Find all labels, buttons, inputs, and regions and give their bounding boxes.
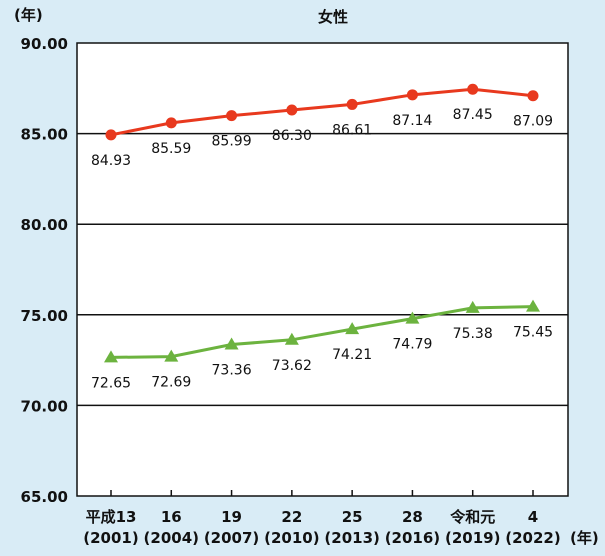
data-label: 86.30 — [272, 128, 312, 144]
data-point — [346, 98, 358, 110]
data-point — [406, 89, 418, 101]
y-tick-label: 90.00 — [21, 35, 68, 53]
y-tick-label: 70.00 — [21, 397, 68, 415]
data-label: 74.79 — [392, 337, 432, 353]
data-point — [345, 322, 360, 335]
data-point — [164, 349, 179, 362]
data-label: 84.93 — [91, 153, 131, 169]
data-label: 74.21 — [332, 347, 372, 363]
data-label: 87.09 — [513, 114, 553, 130]
data-point — [284, 332, 299, 345]
y-tick-label: 65.00 — [21, 488, 68, 506]
data-label: 75.45 — [513, 325, 553, 341]
data-point — [104, 350, 118, 363]
plot-area — [76, 42, 569, 497]
y-tick-label: 85.00 — [21, 126, 68, 144]
x-tick-label: 19 — [221, 508, 242, 526]
x-tick-year-label: (2004) — [144, 529, 199, 547]
series-line-1 — [110, 87, 534, 137]
x-tick-year-label: (2022) — [505, 529, 560, 547]
data-label: 72.65 — [91, 375, 131, 391]
x-tick-label: 4 — [528, 508, 538, 526]
x-tick-year-label: (2010) — [264, 529, 319, 547]
data-point — [224, 337, 239, 350]
x-axis-unit: (年) — [570, 529, 599, 547]
data-point — [405, 311, 420, 324]
data-point — [226, 110, 238, 122]
x-tick-label: 22 — [281, 508, 302, 526]
data-point — [526, 299, 540, 312]
series-line-2 — [110, 305, 534, 359]
data-label: 73.62 — [272, 358, 312, 374]
x-tick-year-label: (2001) — [83, 529, 138, 547]
x-tick-year-label: (2019) — [445, 529, 500, 547]
y-tick-label: 80.00 — [21, 216, 68, 234]
data-point — [527, 90, 539, 102]
data-label: 86.61 — [332, 122, 372, 138]
data-label: 72.69 — [151, 375, 191, 391]
data-point — [286, 104, 298, 116]
x-tick-label: 16 — [161, 508, 182, 526]
data-point — [165, 117, 177, 129]
data-label: 87.14 — [392, 113, 432, 129]
x-tick-label: 25 — [342, 508, 363, 526]
data-label: 73.36 — [212, 363, 252, 379]
chart-title: 女性 — [318, 8, 348, 26]
x-tick-year-label: (2013) — [324, 529, 379, 547]
x-tick-label: 28 — [402, 508, 423, 526]
data-label: 85.99 — [212, 134, 252, 150]
y-axis-unit: (年) — [14, 6, 43, 24]
x-tick-label: 令和元 — [450, 508, 495, 526]
data-point — [105, 129, 117, 141]
x-tick-year-label: (2007) — [204, 529, 259, 547]
data-label: 87.45 — [453, 107, 493, 123]
data-label: 85.59 — [151, 141, 191, 157]
x-tick-label: 平成13 — [86, 508, 137, 526]
data-label: 75.38 — [453, 326, 493, 342]
data-point — [465, 300, 480, 313]
x-tick-year-label: (2016) — [385, 529, 440, 547]
data-point — [467, 83, 479, 95]
y-tick-label: 75.00 — [21, 307, 68, 325]
